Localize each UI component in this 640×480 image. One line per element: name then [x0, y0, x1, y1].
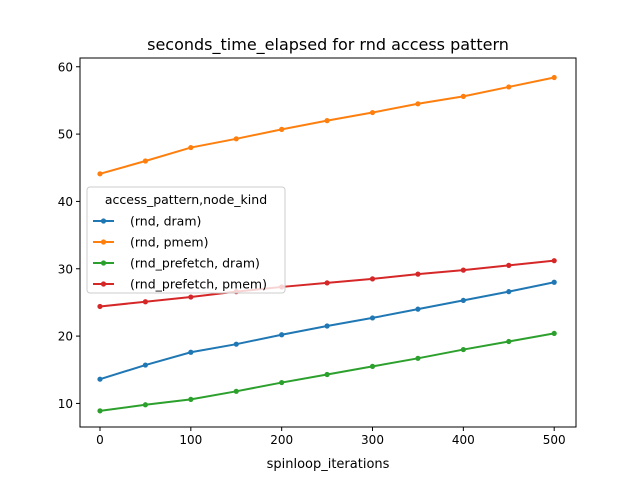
y-axis: 10 20 30 40 50 60: [58, 60, 80, 411]
series-1: [97, 74, 557, 177]
data-point: [188, 349, 194, 355]
legend: access_pattern,node_kind (rnd, dram) (rnd,…: [86, 186, 286, 294]
data-point: [324, 280, 330, 286]
legend-title: access_pattern,node_kind: [105, 192, 267, 207]
chart-title: seconds_time_elapsed for rnd access patt…: [147, 35, 509, 55]
y-tick-label: 30: [58, 262, 73, 276]
data-point: [324, 118, 330, 124]
legend-label: (rnd_prefetch, pmem): [130, 277, 267, 292]
data-point: [97, 376, 103, 382]
data-point: [506, 84, 512, 90]
data-point: [279, 379, 285, 386]
data-point: [97, 171, 103, 177]
x-tick-label: 300: [361, 433, 384, 447]
legend-item: (rnd_prefetch, pmem): [93, 277, 267, 292]
y-tick-label: 10: [58, 397, 73, 411]
x-axis: 0 100 200 300 400 500: [96, 427, 566, 447]
legend-label: (rnd, pmem): [130, 235, 208, 250]
series-2: [97, 330, 557, 414]
data-point: [551, 279, 557, 285]
data-point: [188, 144, 194, 151]
data-point: [142, 299, 149, 305]
data-point: [369, 109, 376, 116]
plot-area: [79, 57, 577, 428]
legend-swatch-marker: [100, 260, 107, 266]
data-point: [324, 371, 330, 378]
data-point: [460, 297, 466, 304]
legend-label: (rnd, dram): [130, 214, 201, 229]
data-point: [506, 338, 512, 345]
series-layer: [97, 74, 557, 414]
y-tick-label: 60: [58, 60, 73, 74]
legend-swatch-marker: [100, 218, 107, 224]
series-line: [99, 76, 555, 175]
x-axis-label: spinloop_iterations: [267, 457, 390, 472]
y-tick-label: 50: [58, 128, 73, 142]
data-point: [551, 258, 557, 264]
data-point: [188, 396, 194, 402]
data-point: [97, 408, 103, 414]
x-tick-label: 100: [179, 433, 202, 447]
data-point: [415, 271, 421, 277]
x-tick-label: 400: [452, 433, 475, 447]
data-point: [551, 330, 557, 337]
data-point: [142, 158, 149, 164]
series-3: [97, 258, 557, 310]
data-point: [233, 388, 239, 394]
data-point: [369, 315, 376, 321]
data-point: [369, 363, 376, 369]
data-point: [415, 101, 421, 107]
series-0: [97, 279, 557, 382]
legend-swatch-marker: [100, 281, 107, 287]
y-tick-label: 20: [58, 330, 73, 344]
legend-swatch-marker: [100, 239, 107, 245]
data-point: [460, 346, 466, 353]
data-point: [279, 126, 285, 132]
data-point: [506, 289, 512, 295]
data-point: [551, 74, 557, 81]
legend-box: [86, 186, 286, 294]
y-tick-label: 40: [58, 195, 73, 209]
legend-item: (rnd, pmem): [93, 235, 208, 250]
data-point: [460, 93, 466, 99]
data-point: [188, 294, 194, 300]
data-point: [279, 332, 285, 338]
data-point: [415, 306, 421, 312]
data-point: [142, 402, 149, 408]
x-tick-label: 200: [270, 433, 293, 447]
legend-item: (rnd_prefetch, dram): [93, 256, 260, 271]
legend-label: (rnd_prefetch, dram): [130, 256, 260, 271]
data-point: [324, 323, 330, 329]
data-point: [233, 136, 239, 142]
x-tick-label: 500: [543, 433, 566, 447]
data-point: [142, 362, 149, 368]
legend-item: (rnd, dram): [93, 214, 201, 229]
data-point: [369, 276, 376, 282]
data-point: [506, 262, 512, 268]
x-tick-label: 0: [96, 433, 104, 447]
data-point: [415, 355, 421, 361]
data-point: [97, 303, 103, 310]
series-line: [99, 281, 555, 381]
data-point: [233, 341, 239, 347]
data-point: [460, 267, 466, 273]
